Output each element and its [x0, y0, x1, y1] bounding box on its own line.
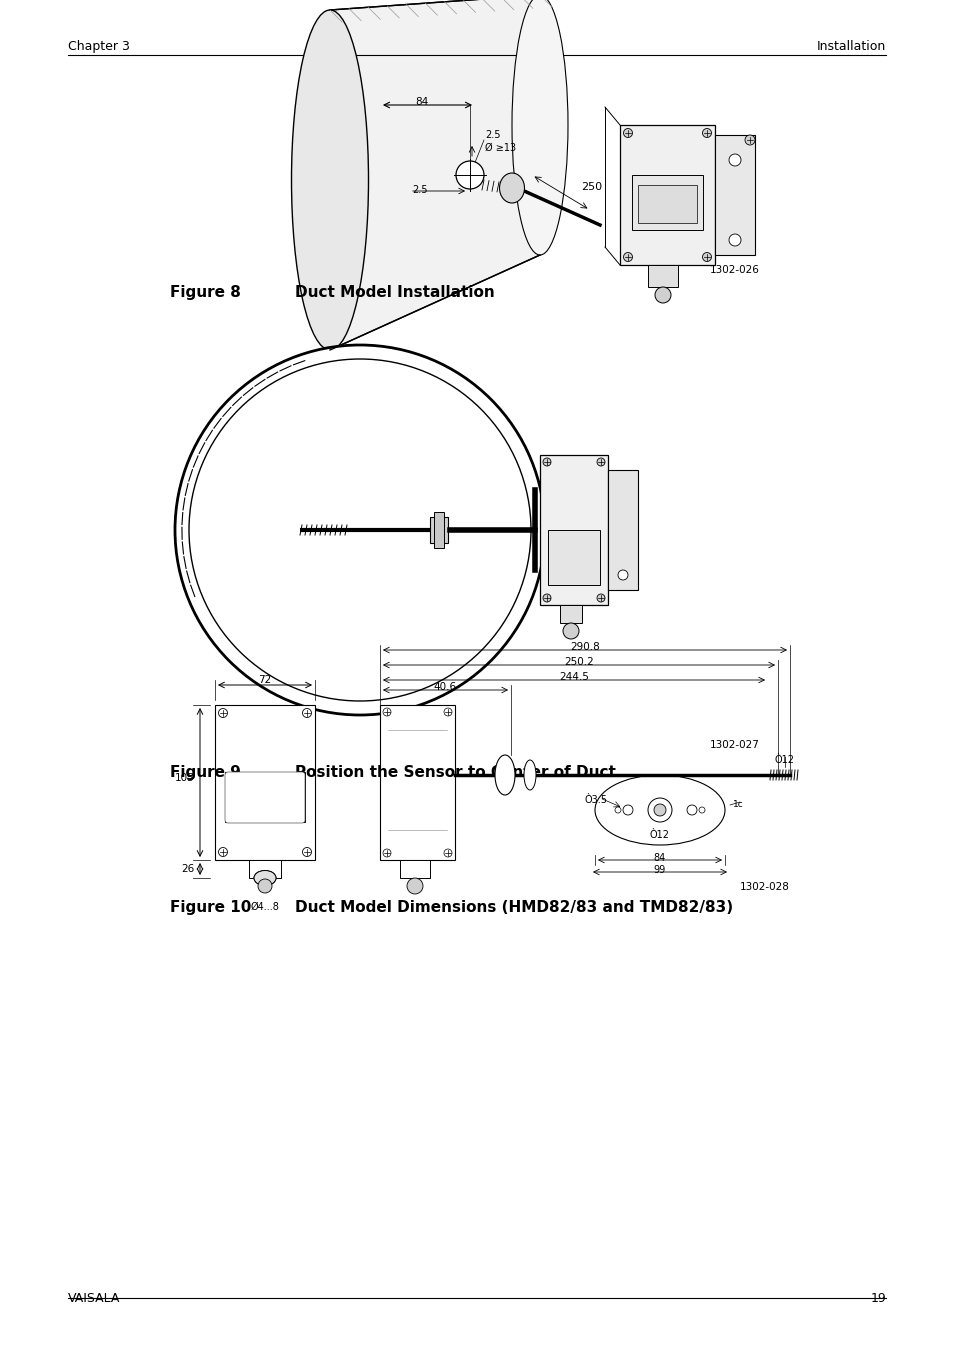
Circle shape [615, 807, 620, 813]
Bar [249, 860, 281, 878]
Text: 26: 26 [182, 864, 194, 873]
Circle shape [382, 849, 391, 857]
Circle shape [686, 805, 697, 815]
Text: VAISALA: VAISALA [68, 1292, 120, 1305]
Bar [714, 135, 754, 255]
Circle shape [302, 848, 312, 856]
Ellipse shape [595, 775, 724, 845]
Text: Duct Model Installation: Duct Model Installation [294, 285, 495, 300]
Circle shape [622, 805, 633, 815]
Circle shape [189, 359, 531, 701]
Circle shape [542, 594, 551, 602]
Bar [379, 705, 455, 860]
Bar [638, 185, 697, 223]
Circle shape [744, 135, 754, 144]
Text: 250.2: 250.2 [563, 657, 594, 667]
Circle shape [302, 709, 312, 717]
Bar [607, 470, 638, 590]
Text: Ø4...8: Ø4...8 [251, 902, 279, 913]
Ellipse shape [523, 760, 536, 790]
Text: 1c: 1c [732, 801, 743, 809]
Circle shape [218, 848, 227, 856]
Text: Ø ≥13: Ø ≥13 [484, 143, 516, 153]
Bar [647, 265, 678, 288]
Circle shape [647, 798, 671, 822]
Circle shape [623, 128, 632, 138]
Circle shape [701, 252, 711, 262]
Text: Position the Sensor to Center of Duct: Position the Sensor to Center of Duct [294, 765, 616, 780]
Circle shape [382, 707, 391, 716]
Text: Chapter 3: Chapter 3 [68, 40, 130, 53]
Circle shape [618, 570, 627, 580]
Circle shape [257, 879, 272, 892]
Circle shape [699, 807, 704, 813]
Circle shape [542, 458, 551, 466]
Text: 1302-027: 1302-027 [709, 740, 760, 751]
Text: 19: 19 [869, 1292, 885, 1305]
Text: Ò12: Ò12 [649, 830, 669, 840]
Circle shape [728, 154, 740, 166]
Bar [214, 705, 314, 860]
Text: 2.5: 2.5 [412, 185, 427, 194]
Text: 84: 84 [415, 97, 428, 107]
Bar [225, 772, 305, 822]
Circle shape [456, 161, 483, 189]
Circle shape [407, 878, 422, 894]
Text: 244.5: 244.5 [558, 672, 588, 682]
Bar [559, 605, 581, 622]
FancyBboxPatch shape [225, 772, 305, 824]
Bar [539, 455, 607, 605]
Circle shape [597, 594, 604, 602]
Ellipse shape [253, 871, 275, 886]
Circle shape [728, 234, 740, 246]
Text: 1302-028: 1302-028 [740, 882, 789, 892]
Bar [547, 531, 599, 585]
Ellipse shape [499, 173, 524, 202]
Circle shape [174, 346, 544, 716]
Text: Duct Model Dimensions (HMD82/83 and TMD82/83): Duct Model Dimensions (HMD82/83 and TMD8… [294, 900, 732, 915]
Circle shape [443, 849, 452, 857]
Circle shape [701, 128, 711, 138]
Circle shape [443, 707, 452, 716]
Text: 105: 105 [175, 774, 194, 783]
Text: 40.6: 40.6 [433, 682, 456, 693]
Text: 84: 84 [653, 853, 665, 863]
Ellipse shape [292, 9, 368, 350]
Bar [619, 126, 714, 265]
Text: Ò12: Ò12 [774, 755, 794, 765]
Polygon shape [330, 0, 539, 350]
Bar [434, 512, 443, 548]
Text: Ò3.5: Ò3.5 [584, 795, 607, 805]
Ellipse shape [253, 871, 275, 886]
Text: 2.5: 2.5 [484, 130, 500, 140]
Circle shape [597, 458, 604, 466]
Circle shape [655, 288, 670, 302]
Text: 250: 250 [580, 182, 601, 193]
Ellipse shape [512, 0, 567, 255]
Ellipse shape [495, 755, 515, 795]
Text: 1302-026: 1302-026 [709, 265, 760, 275]
Text: 99: 99 [653, 865, 665, 875]
Text: Installation: Installation [816, 40, 885, 53]
Text: Figure 9: Figure 9 [170, 765, 240, 780]
Text: Figure 10: Figure 10 [170, 900, 251, 915]
Circle shape [562, 622, 578, 639]
Text: Figure 8: Figure 8 [170, 285, 240, 300]
Bar [399, 860, 430, 878]
Circle shape [218, 709, 227, 717]
Bar [631, 176, 702, 230]
Circle shape [623, 252, 632, 262]
Bar [430, 517, 448, 543]
Text: 290.8: 290.8 [570, 643, 599, 652]
Circle shape [654, 805, 665, 815]
Text: 72: 72 [258, 675, 272, 684]
